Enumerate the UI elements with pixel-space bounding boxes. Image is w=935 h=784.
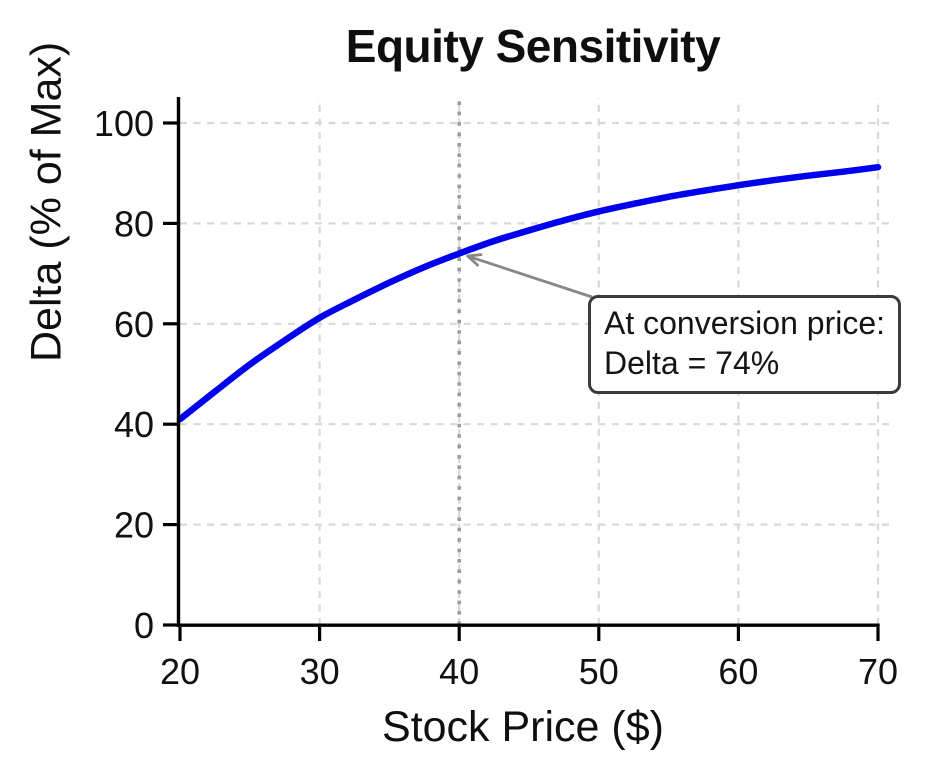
x-tick-label: 40	[439, 651, 479, 692]
annotation-arrowhead	[466, 253, 483, 267]
y-tick-label: 0	[134, 605, 154, 646]
x-tick-label: 30	[300, 651, 340, 692]
annotation-line-2: Delta = 74%	[604, 345, 780, 382]
y-tick-label: 20	[114, 505, 154, 546]
annotation-line-1: At conversion price:	[604, 305, 886, 341]
x-tick-label: 60	[718, 651, 758, 692]
x-tick-label: 70	[858, 651, 898, 692]
annotation-box: At conversion price: Delta = 74%	[588, 295, 902, 394]
y-tick-label: 100	[94, 103, 154, 144]
y-tick-label: 40	[114, 404, 154, 445]
x-tick-label: 20	[160, 651, 200, 692]
delta-curve	[176, 163, 882, 423]
chart-title: Equity Sensitivity	[345, 20, 721, 72]
x-axis-label: Stock Price ($)	[382, 703, 664, 751]
x-tick-label: 50	[579, 651, 619, 692]
annotation-arrow-shaft	[469, 255, 593, 299]
y-tick-label: 80	[114, 203, 154, 244]
y-tick-label: 60	[114, 304, 154, 345]
